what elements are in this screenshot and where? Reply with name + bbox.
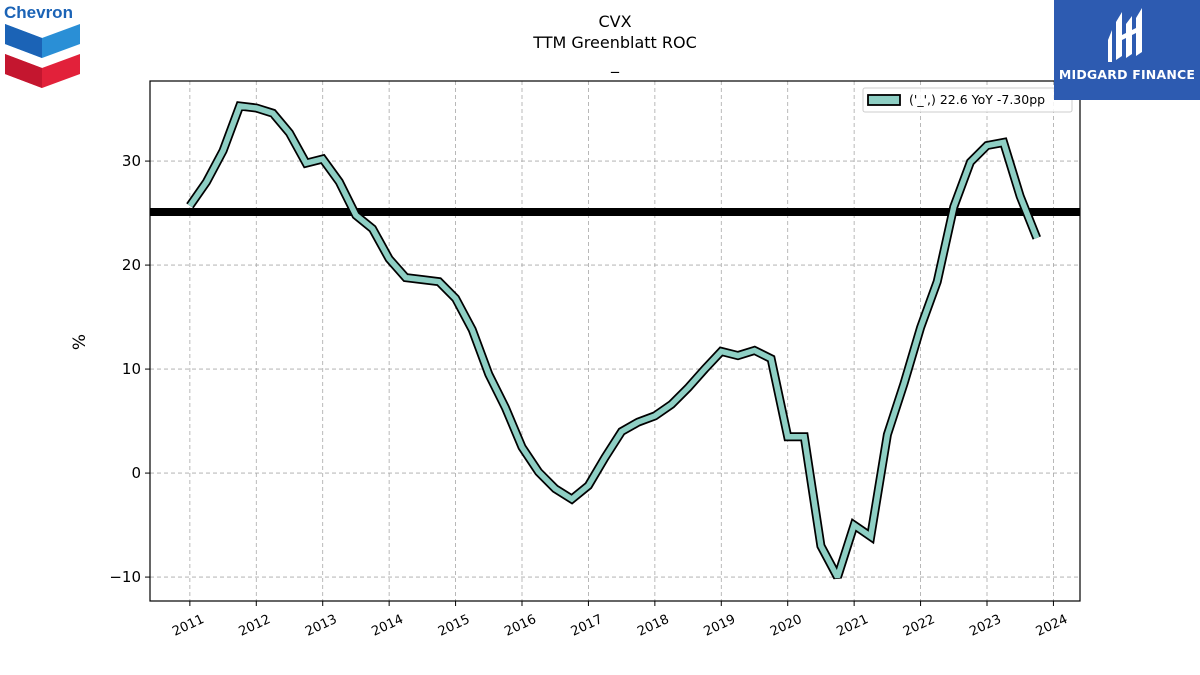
x-tick-label: 2014 (369, 612, 405, 640)
chevron-logo: Chevron (0, 0, 86, 92)
series-line (187, 103, 1040, 579)
x-tick-label: 2024 (1034, 612, 1070, 640)
y-tick-label: 20 (122, 256, 141, 274)
legend-swatch (867, 94, 901, 106)
chevron-logo-text: Chevron (4, 3, 73, 22)
chart-subtitle-2: _ (610, 54, 620, 74)
legend-box (862, 87, 1073, 113)
legend-label: ('_',) 22.6 YoY -7.30pp (909, 92, 1045, 107)
x-tick-label: 2020 (768, 612, 804, 640)
x-tick-label: 2013 (303, 612, 339, 640)
chart-subtitle: TTM Greenblatt ROC (532, 33, 697, 52)
x-tick-label: 2011 (170, 612, 206, 640)
y-tick-label: 30 (122, 152, 141, 170)
x-tick-label: 2012 (237, 612, 273, 640)
x-tick-label: 2017 (569, 612, 605, 640)
series-line-outline (186, 101, 1041, 580)
legend: ('_',) 22.6 YoY -7.30pp (862, 87, 1073, 113)
x-tick-label: 2022 (901, 612, 937, 640)
chevron-logo-icon (5, 24, 80, 88)
x-tick-label: 2019 (702, 612, 738, 640)
x-axis: 2011 2012 2013 2014 2015 2016 2017 2018 2019 2020… (170, 601, 1070, 640)
x-tick-label: 2018 (635, 612, 671, 640)
y-tick-label: 0 (131, 464, 141, 482)
y-axis-label: % (70, 334, 90, 350)
midgard-finance-logo: MIDGARD FINANCE (1054, 0, 1200, 100)
y-tick-label: −10 (109, 568, 141, 586)
y-axis: −10 0 10 20 30 (109, 152, 150, 586)
chart-title: CVX (598, 12, 631, 31)
grid (150, 81, 1080, 601)
y-tick-label: 10 (122, 360, 141, 378)
x-tick-label: 2016 (502, 612, 538, 640)
series-layer (186, 101, 1041, 580)
x-tick-label: 2023 (967, 612, 1003, 640)
plot-frame (149, 80, 1081, 602)
midgard-logo-text: MIDGARD FINANCE (1058, 67, 1196, 82)
x-tick-label: 2021 (834, 612, 870, 640)
midgard-logo-icon (1108, 8, 1142, 62)
x-tick-label: 2015 (436, 612, 472, 640)
